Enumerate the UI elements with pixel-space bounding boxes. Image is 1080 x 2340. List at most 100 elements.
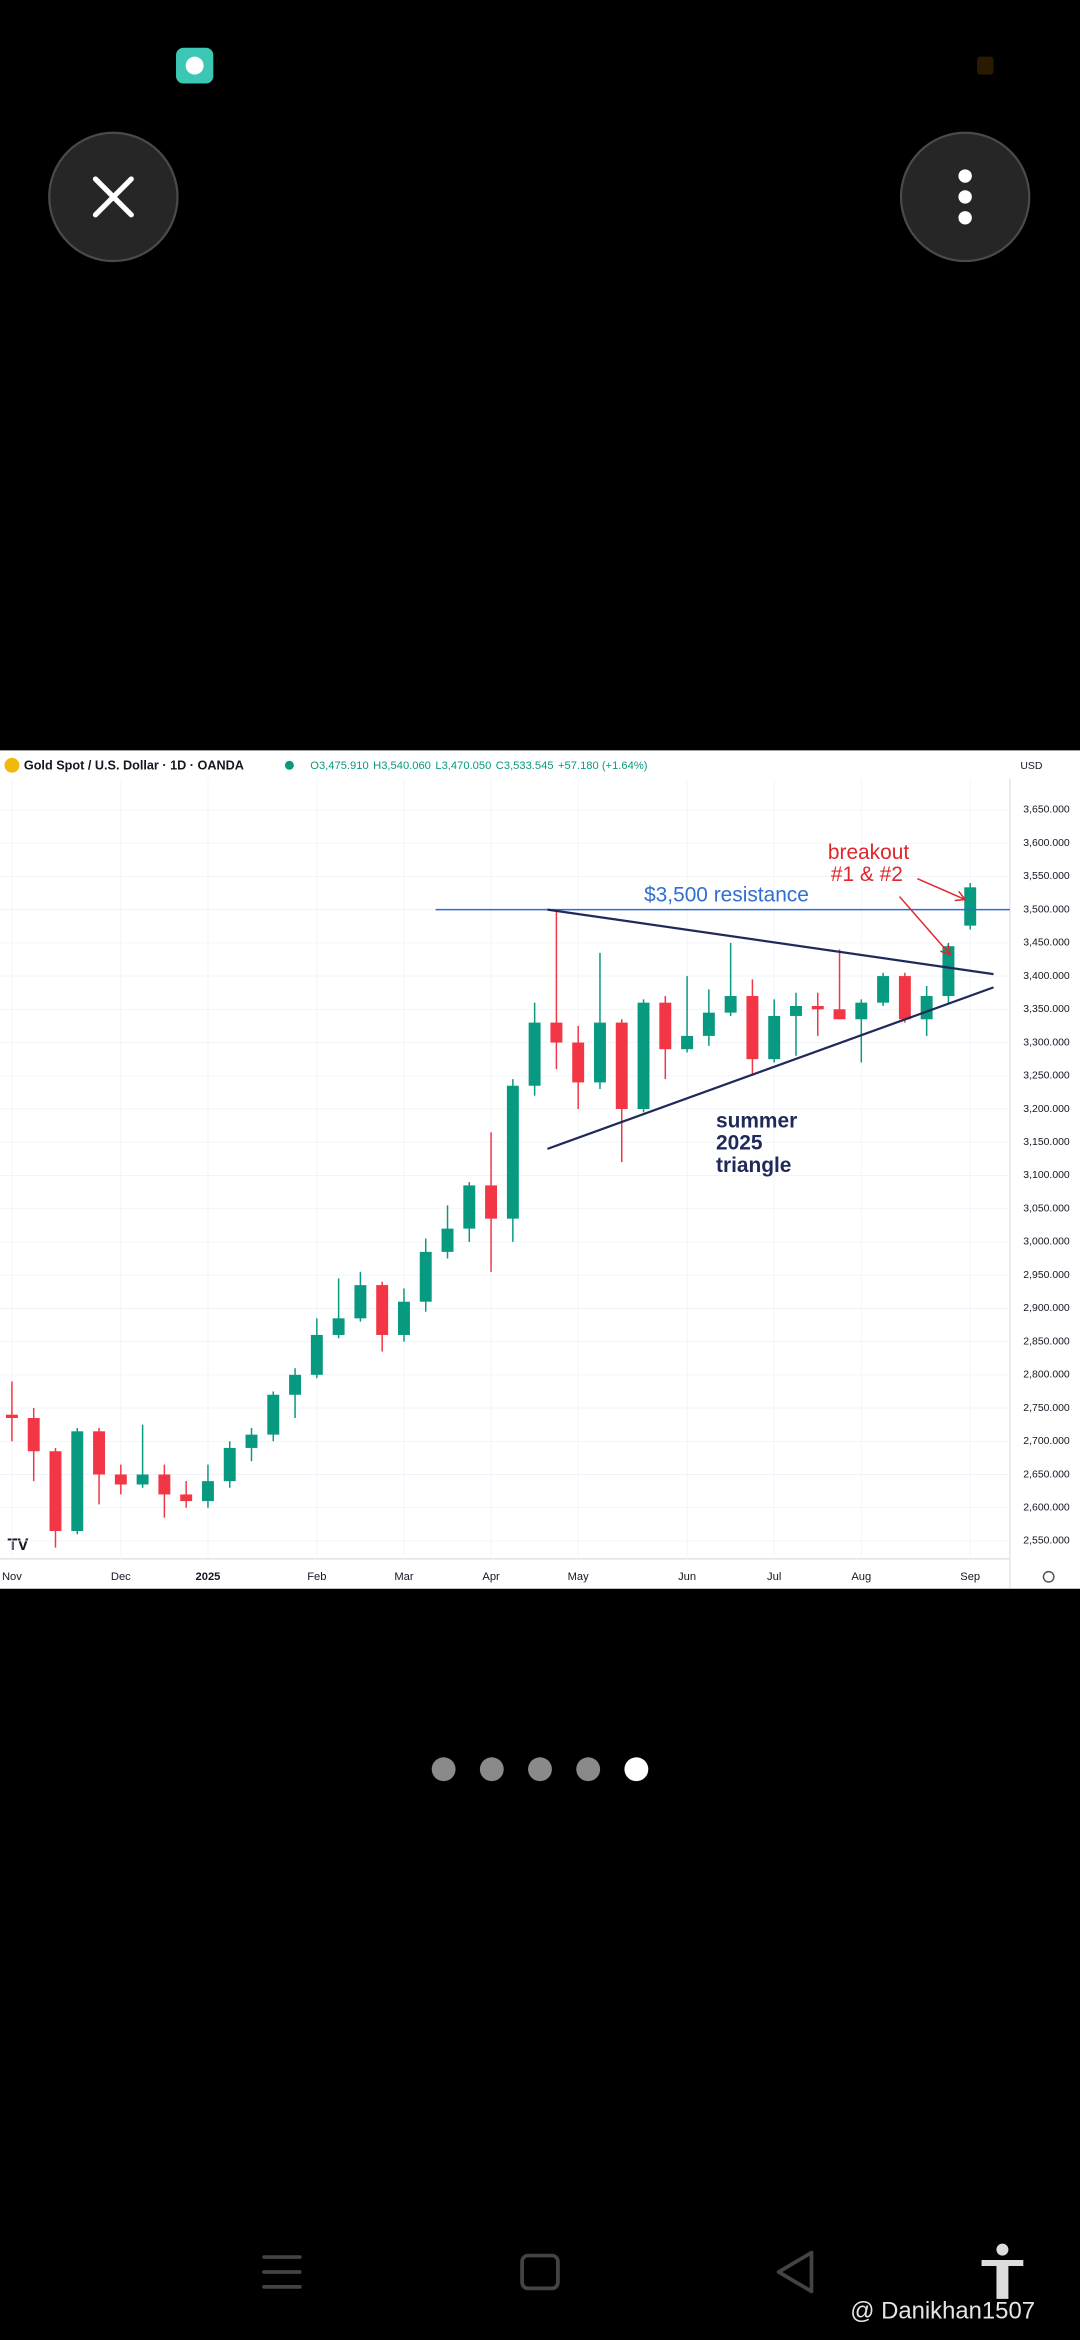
candle-body bbox=[550, 1022, 563, 1043]
nav-home[interactable] bbox=[520, 2253, 560, 2291]
candle-body bbox=[637, 1002, 650, 1109]
y-tick-label: 2,650.000 bbox=[1023, 1469, 1070, 1480]
currency: USD bbox=[1020, 761, 1042, 772]
candle-body bbox=[833, 1009, 846, 1020]
candle-body bbox=[746, 996, 759, 1060]
y-tick-label: 3,250.000 bbox=[1023, 1071, 1070, 1082]
candle-body bbox=[964, 887, 977, 926]
x-tick-label: Nov bbox=[2, 1571, 22, 1583]
candle-body bbox=[463, 1185, 476, 1229]
candle-body bbox=[855, 1002, 868, 1020]
candle-body bbox=[441, 1228, 454, 1252]
y-tick-label: 2,550.000 bbox=[1023, 1536, 1070, 1547]
y-tick-label: 3,350.000 bbox=[1023, 1004, 1070, 1015]
y-tick-label: 2,850.000 bbox=[1023, 1336, 1070, 1347]
x-tick-label: 2025 bbox=[196, 1571, 221, 1583]
accessibility-button[interactable] bbox=[981, 2243, 1024, 2299]
settings-icon[interactable] bbox=[1042, 1570, 1055, 1583]
breakout-arrowhead bbox=[954, 890, 967, 902]
chart-title: Gold Spot / U.S. Dollar · 1D · OANDA bbox=[24, 758, 244, 772]
breakout-arrow bbox=[917, 877, 966, 901]
candle-body bbox=[659, 1002, 672, 1050]
x-tick-label: Aug bbox=[851, 1571, 871, 1583]
nav-back[interactable] bbox=[776, 2250, 814, 2294]
candle-body bbox=[201, 1481, 214, 1502]
y-tick-label: 3,300.000 bbox=[1023, 1037, 1070, 1048]
nav-menu[interactable] bbox=[262, 2255, 302, 2289]
y-tick-label: 3,400.000 bbox=[1023, 971, 1070, 982]
breakout-label: breakout bbox=[828, 841, 909, 864]
candle-body bbox=[71, 1431, 84, 1531]
y-tick-label: 3,450.000 bbox=[1023, 938, 1070, 949]
breakout-arrowhead bbox=[940, 944, 952, 956]
candle-body bbox=[877, 976, 890, 1003]
candle-body bbox=[397, 1301, 410, 1335]
x-tick-label: Jun bbox=[678, 1571, 696, 1583]
more-button[interactable] bbox=[899, 131, 1031, 263]
pager-dot bbox=[479, 1757, 504, 1782]
y-tick-label: 2,950.000 bbox=[1023, 1270, 1070, 1281]
candle-body bbox=[223, 1447, 236, 1482]
watermark: @ Danikhan1507 bbox=[850, 2298, 1035, 2325]
close-button[interactable] bbox=[48, 131, 179, 263]
y-tick-label: 3,150.000 bbox=[1023, 1137, 1070, 1148]
candle-body bbox=[594, 1022, 606, 1083]
triangle-lower bbox=[547, 986, 994, 1150]
candle-body bbox=[485, 1185, 498, 1219]
quote-value: +57.180 (+1.64%) bbox=[558, 760, 648, 772]
candle-body bbox=[768, 1015, 781, 1060]
y-tick-label: 2,700.000 bbox=[1023, 1436, 1070, 1447]
candle-body bbox=[136, 1474, 149, 1485]
status-indicator bbox=[977, 56, 994, 75]
symbol-icon bbox=[4, 757, 20, 773]
y-tick-label: 3,550.000 bbox=[1023, 871, 1070, 882]
breakout-label: #1 & #2 bbox=[831, 863, 903, 886]
candle-body bbox=[180, 1494, 193, 1502]
candle-body bbox=[332, 1318, 345, 1335]
candle-body bbox=[811, 1005, 824, 1010]
candle-body bbox=[354, 1285, 367, 1319]
x-tick-label: Apr bbox=[482, 1571, 500, 1583]
tv-logo: TV bbox=[7, 1536, 28, 1554]
quote: O3,475.910 H3,540.060 L3,470.050 C3,533.545… bbox=[310, 760, 647, 772]
candle-body bbox=[702, 1012, 715, 1036]
candle-body bbox=[289, 1374, 302, 1395]
triangle-upper bbox=[547, 908, 994, 976]
y-tick-label: 2,750.000 bbox=[1023, 1403, 1070, 1414]
chart-image: Gold Spot / U.S. Dollar · 1D · OANDA O3,… bbox=[0, 750, 1080, 1589]
x-tick-label: May bbox=[568, 1571, 590, 1583]
x-tick-label: Jul bbox=[767, 1571, 781, 1583]
candle-body bbox=[572, 1042, 585, 1083]
candle-body bbox=[27, 1418, 40, 1452]
pager bbox=[431, 1757, 649, 1782]
pager-dot bbox=[576, 1757, 601, 1782]
candle-body bbox=[942, 946, 955, 997]
chart-background bbox=[0, 750, 1080, 1589]
y-tick-label: 3,500.000 bbox=[1023, 904, 1070, 915]
candle-body bbox=[245, 1434, 258, 1448]
pager-dot bbox=[624, 1757, 649, 1782]
y-tick-label: 3,650.000 bbox=[1023, 805, 1070, 816]
quote-value: C3,533.545 bbox=[496, 760, 554, 772]
y-tick-label: 3,200.000 bbox=[1023, 1104, 1070, 1115]
candle-body bbox=[898, 976, 911, 1020]
candle-body bbox=[724, 996, 737, 1013]
candle-body bbox=[790, 1005, 802, 1016]
quote-value: H3,540.060 bbox=[373, 760, 431, 772]
candle-body bbox=[528, 1022, 541, 1086]
market-status bbox=[284, 760, 294, 770]
x-tick-label: Mar bbox=[394, 1571, 414, 1583]
status-icon-glyph bbox=[185, 56, 204, 75]
y-tick-label: 2,600.000 bbox=[1023, 1503, 1070, 1514]
y-tick-label: 3,600.000 bbox=[1023, 838, 1070, 849]
breakout-arrow bbox=[898, 896, 951, 956]
x-tick-label: Sep bbox=[960, 1571, 980, 1583]
candle-body bbox=[920, 996, 933, 1020]
triangle-label: triangle bbox=[716, 1154, 791, 1177]
y-tick-label: 3,000.000 bbox=[1023, 1237, 1070, 1248]
candle-body bbox=[93, 1431, 106, 1475]
resistance-label: $3,500 resistance bbox=[644, 884, 809, 907]
candle-body bbox=[310, 1334, 323, 1375]
quote-value: L3,470.050 bbox=[435, 760, 491, 772]
